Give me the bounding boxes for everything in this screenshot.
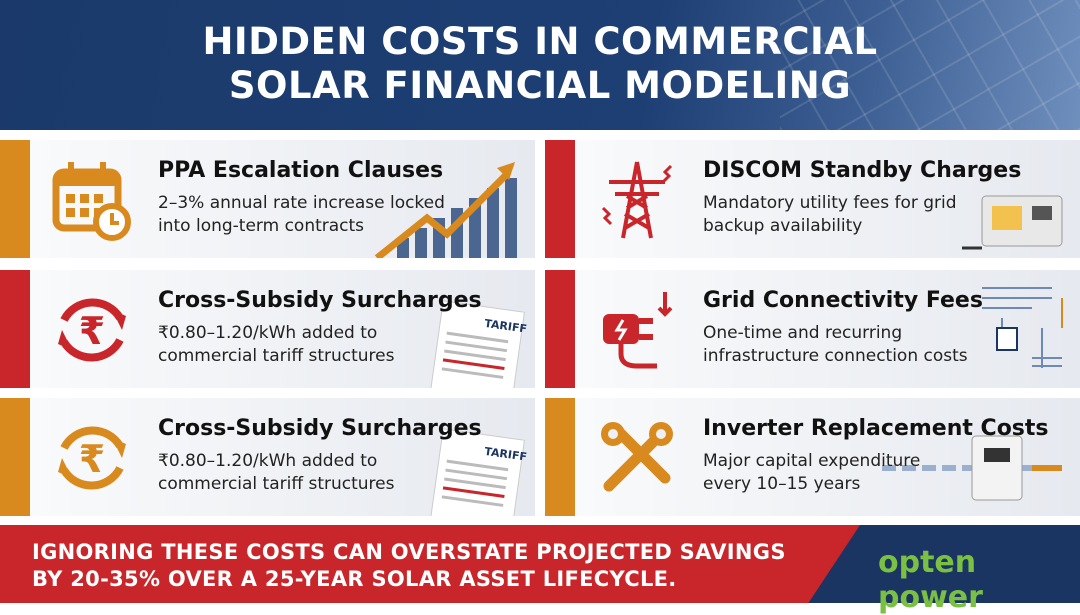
desc-line-2: every 10–15 years <box>703 474 861 494</box>
card-title: Cross-Subsidy Surcharges <box>158 288 482 313</box>
footer-line-2: BY 20-35% OVER A 25-YEAR SOLAR ASSET LIF… <box>32 567 677 591</box>
footer-red-band <box>0 525 860 603</box>
logo: opten power <box>878 545 983 615</box>
desc-line-1: One-time and recurring <box>703 323 903 343</box>
card-description: One-time and recurring infrastructure con… <box>703 322 968 368</box>
desc-line-1: ₹0.80–1.20/kWh added to <box>158 451 378 471</box>
svg-text:₹: ₹ <box>79 437 105 481</box>
footer-message: IGNORING THESE COSTS CAN OVERSTATE PROJE… <box>32 539 786 593</box>
rupee-cycle-icon: ₹ <box>58 298 126 362</box>
desc-line-2: into long-term contracts <box>158 216 365 236</box>
rupee-cycle-icon: ₹ <box>58 426 126 490</box>
footer-line-1: IGNORING THESE COSTS CAN OVERSTATE PROJE… <box>32 540 786 564</box>
desc-line-1: 2–3% annual rate increase locked <box>158 193 445 213</box>
header: HIDDEN COSTS IN COMMERCIAL SOLAR FINANCI… <box>0 0 1080 130</box>
title-line-2: SOLAR FINANCIAL MODELING <box>228 64 852 107</box>
accent-bar <box>0 140 30 258</box>
accent-bar <box>0 398 30 516</box>
doc-label: TARIFF <box>484 445 527 464</box>
card-title: Grid Connectivity Fees <box>703 288 983 313</box>
svg-text:₹: ₹ <box>79 309 105 353</box>
footer: IGNORING THESE COSTS CAN OVERSTATE PROJE… <box>0 525 1080 615</box>
accent-bar <box>545 270 575 388</box>
grid-diagram-icon <box>982 287 1063 368</box>
desc-line-2: commercial tariff structures <box>158 474 395 494</box>
cost-card: ₹ TARIFF Cross-Subsidy Surcharges ₹0.80–1… <box>0 398 535 516</box>
desc-line-1: ₹0.80–1.20/kWh added to <box>158 323 378 343</box>
tariff-document-icon: TARIFF <box>430 428 527 516</box>
card-description: ₹0.80–1.20/kWh added to commercial tariff… <box>158 450 394 496</box>
card-description: ₹0.80–1.20/kWh added to commercial tariff… <box>158 322 394 368</box>
accent-bar <box>545 398 575 516</box>
title-line-1: HIDDEN COSTS IN COMMERCIAL <box>202 20 878 63</box>
accent-bar <box>0 270 30 388</box>
plug-icon <box>603 292 673 369</box>
card-title: PPA Escalation Clauses <box>158 158 444 183</box>
cost-card: PPA Escalation Clauses 2–3% annual rate … <box>0 140 535 258</box>
card-title: DISCOM Standby Charges <box>703 158 1022 183</box>
card-title: Inverter Replacement Costs <box>703 416 1049 441</box>
tools-icon <box>601 422 673 492</box>
cost-card: Inverter Replacement Costs Major capital… <box>545 398 1080 516</box>
card-description: Mandatory utility fees for grid backup av… <box>703 192 957 238</box>
desc-line-1: Mandatory utility fees for grid <box>703 193 957 213</box>
card-description: Major capital expenditure every 10–15 yea… <box>703 450 920 496</box>
card-title: Cross-Subsidy Surcharges <box>158 416 482 441</box>
rising-chart-icon <box>374 162 517 258</box>
doc-label: TARIFF <box>484 317 527 336</box>
desc-line-2: backup availability <box>703 216 863 236</box>
cost-card: DISCOM Standby Charges Mandatory utility… <box>545 140 1080 258</box>
tariff-document-icon: TARIFF <box>430 300 527 388</box>
calendar-clock-icon <box>52 162 131 241</box>
accent-bar <box>545 140 575 258</box>
cost-card: ₹ TARIFF Cross-Subsidy Surcharges ₹0.80–1… <box>0 270 535 388</box>
cost-card: Grid Connectivity Fees One-time and recu… <box>545 270 1080 388</box>
inverter-icon <box>882 435 1062 501</box>
desc-line-2: commercial tariff structures <box>158 346 395 366</box>
desc-line-2: infrastructure connection costs <box>703 346 968 366</box>
generator-icon <box>962 195 1063 250</box>
desc-line-1: Major capital expenditure <box>703 451 921 471</box>
transmission-tower-icon <box>601 161 673 239</box>
card-description: 2–3% annual rate increase locked into lon… <box>158 192 445 238</box>
